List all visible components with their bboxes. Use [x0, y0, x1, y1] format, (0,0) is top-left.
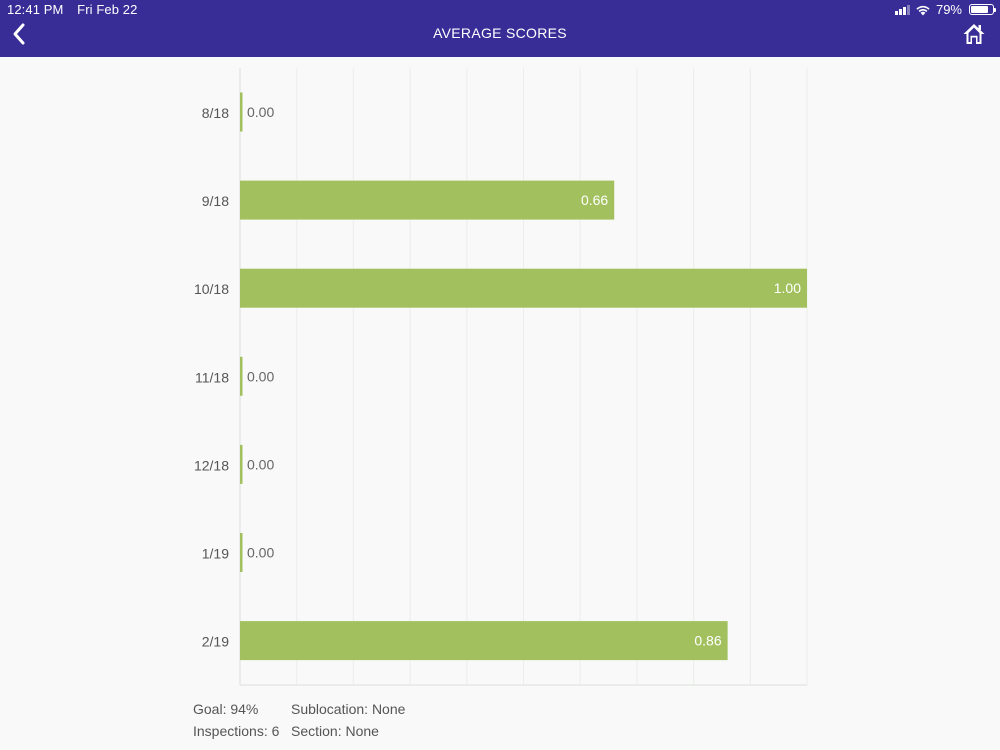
- bar: [240, 533, 243, 572]
- bar: [240, 180, 615, 220]
- data-label: 1.00: [774, 280, 801, 296]
- goal-text: Goal: 94%: [193, 701, 259, 717]
- section-text: Section: None: [291, 723, 379, 739]
- bar: [240, 444, 243, 484]
- battery-percent: 79%: [935, 2, 962, 17]
- info-left: Goal: 94% Inspections: 6: [193, 698, 279, 742]
- y-tick-label: 8/18: [202, 105, 229, 121]
- inspections-text: Inspections: 6: [193, 723, 280, 739]
- data-label: 0.00: [247, 456, 274, 472]
- y-tick-label: 9/18: [202, 193, 229, 209]
- info-right: Sublocation: None Section: None: [291, 698, 405, 742]
- y-tick-label: 12/18: [194, 457, 229, 473]
- data-label: 0.86: [694, 633, 721, 649]
- data-label: 0.00: [247, 545, 274, 561]
- bar-chart-svg: 8/18 0.00 9/18 0.66 10/18 1.00 11/18 0.00 12/18 0…: [194, 68, 808, 686]
- cellular-signal-icon: [894, 4, 910, 15]
- status-date: Fri Feb 22: [77, 2, 138, 17]
- chevron-left-icon: [13, 23, 25, 45]
- y-tick-label: 11/18: [195, 369, 229, 385]
- bar: [240, 621, 728, 661]
- data-label: 0.00: [247, 104, 274, 120]
- status-bar-right: 79%: [894, 2, 996, 17]
- top-bar: 12:41 PM Fri Feb 22 79% AVERAGE SCORES: [0, 0, 1000, 57]
- data-label: 0.00: [247, 368, 274, 384]
- status-time: 12:41 PM: [7, 2, 64, 17]
- y-tick-label: 1/19: [202, 546, 229, 562]
- status-bar-left: 12:41 PM Fri Feb 22: [7, 2, 147, 17]
- page-title: AVERAGE SCORES: [433, 25, 567, 41]
- battery-icon: [969, 4, 996, 15]
- home-button[interactable]: [962, 22, 986, 46]
- y-tick-label: 10/18: [194, 281, 229, 297]
- data-label: 0.66: [581, 192, 608, 208]
- back-button[interactable]: [8, 20, 32, 48]
- bar: [240, 356, 243, 396]
- battery-level: [971, 6, 988, 13]
- sublocation-text: Sublocation: None: [291, 701, 406, 717]
- bar: [240, 92, 243, 132]
- bar: [240, 268, 807, 308]
- home-icon: [963, 24, 985, 44]
- average-scores-chart: 8/18 0.00 9/18 0.66 10/18 1.00 11/18 0.00 12/18 0…: [0, 57, 1000, 697]
- y-tick-label: 2/19: [202, 634, 229, 650]
- wifi-icon: [916, 5, 930, 15]
